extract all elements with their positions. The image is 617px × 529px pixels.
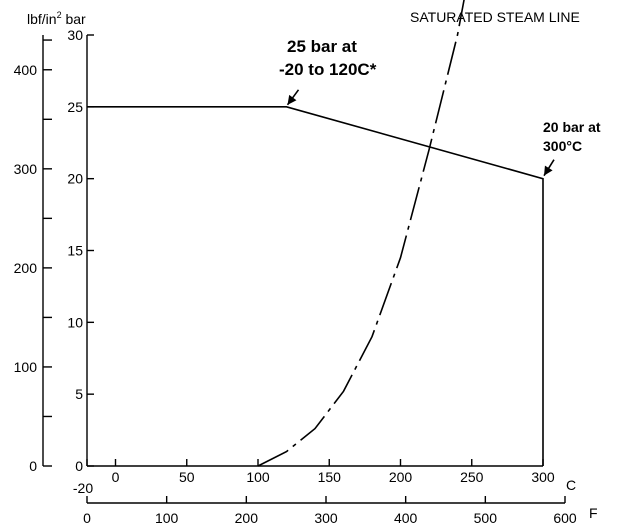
annotation-25-bar-line1: 25 bar at <box>287 37 357 56</box>
fahrenheit-unit-label: F <box>589 505 598 521</box>
bar-tick-label-20: 20 <box>67 171 83 187</box>
celsius-tick-label-50: 50 <box>179 469 195 485</box>
fahrenheit-tick-label-300: 300 <box>314 510 338 526</box>
bar-tick-label-15: 15 <box>67 243 83 259</box>
psi-unit-label: lbf/in2 bar <box>27 10 86 27</box>
bar-tick-label-25: 25 <box>67 99 83 115</box>
fahrenheit-tick-label-400: 400 <box>394 510 418 526</box>
annotation-20-bar-line1: 20 bar at <box>543 119 601 135</box>
fahrenheit-tick-label-500: 500 <box>474 510 498 526</box>
bar-tick-label-5: 5 <box>75 386 83 402</box>
bar-tick-label-10: 10 <box>67 314 83 330</box>
fahrenheit-tick-label-0: 0 <box>83 510 91 526</box>
celsius-tick-label-100: 100 <box>246 469 270 485</box>
celsius-tick-label-250: 250 <box>460 469 484 485</box>
psi-tick-label-200: 200 <box>14 260 38 276</box>
steam-line-label: SATURATED STEAM LINE <box>410 9 580 25</box>
psi-tick-label-0: 0 <box>29 458 37 474</box>
fahrenheit-tick-label-600: 600 <box>553 510 577 526</box>
celsius-tick-label--20: -20 <box>73 480 93 496</box>
celsius-tick-label-200: 200 <box>389 469 413 485</box>
annotation-25-bar-line2: -20 to 120C* <box>279 60 377 79</box>
fahrenheit-tick-label-100: 100 <box>155 510 179 526</box>
celsius-tick-label-0: 0 <box>112 469 120 485</box>
bar-tick-label-0: 0 <box>75 458 83 474</box>
psi-tick-label-400: 400 <box>14 62 38 78</box>
annotation-20-bar-line2: 300°C <box>543 138 582 154</box>
celsius-tick-label-300: 300 <box>531 469 555 485</box>
annotation-25-bar-arrow-head <box>287 94 297 105</box>
series-line-1 <box>257 0 465 467</box>
bar-tick-label-30: 30 <box>67 27 83 43</box>
psi-tick-label-300: 300 <box>14 161 38 177</box>
celsius-unit-label: C <box>566 477 576 493</box>
psi-tick-label-100: 100 <box>14 359 38 375</box>
annotation-20-bar-arrow-head <box>544 165 553 176</box>
fahrenheit-tick-label-200: 200 <box>235 510 259 526</box>
series-line-0 <box>87 106 544 466</box>
celsius-tick-label-150: 150 <box>318 469 342 485</box>
